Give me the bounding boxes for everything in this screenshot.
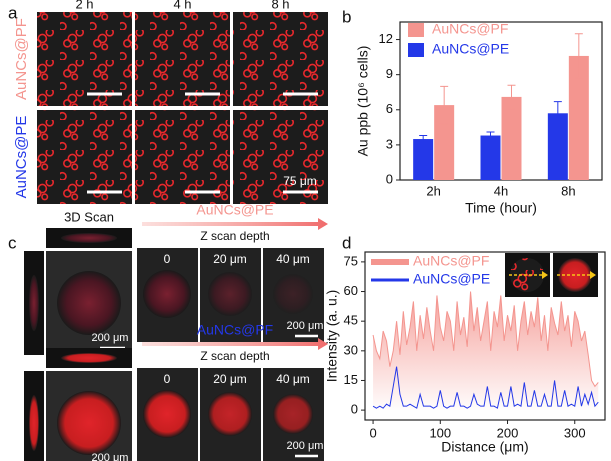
bar bbox=[568, 55, 589, 180]
legend-swatch bbox=[408, 43, 424, 57]
depth-label: 0 bbox=[164, 252, 171, 266]
y-tick-label: 60 bbox=[344, 283, 358, 298]
row-label: AuNCs@PF bbox=[13, 18, 30, 100]
error-bar bbox=[419, 135, 428, 144]
depth-signal bbox=[143, 390, 191, 438]
bar bbox=[501, 96, 522, 180]
scale-bar-label: 200 μm bbox=[92, 452, 129, 461]
legend-label: AuNCs@PE bbox=[413, 271, 490, 287]
bar bbox=[413, 139, 434, 180]
y-tick-label: 9 bbox=[386, 66, 393, 81]
depth-signal bbox=[273, 274, 313, 314]
yz-signal bbox=[29, 395, 39, 451]
xy-signal bbox=[57, 271, 121, 335]
error-bar bbox=[553, 101, 562, 126]
sample-label: AuNCs@PE bbox=[196, 202, 273, 218]
axis-label: Z scan depth bbox=[200, 229, 269, 243]
error-bar bbox=[486, 131, 495, 140]
y-axis-label: Intensity (a. u.) bbox=[324, 290, 340, 383]
micrograph bbox=[233, 110, 328, 204]
axis-label: Z scan depth bbox=[200, 349, 269, 363]
depth-label: 40 μm bbox=[276, 252, 310, 266]
scale-bar-label: 200 μm bbox=[287, 320, 324, 332]
x-tick-label: 0 bbox=[369, 425, 376, 440]
y-tick-label: 0 bbox=[386, 171, 393, 186]
panel-label: d bbox=[342, 233, 351, 252]
error-bar bbox=[440, 85, 449, 125]
plot-frame bbox=[364, 251, 606, 421]
bar bbox=[434, 105, 455, 180]
legend-label: AuNCs@PF bbox=[413, 253, 489, 269]
scale-bar-label: 200 μm bbox=[92, 332, 129, 344]
sample-label: AuNCs@PF bbox=[197, 322, 273, 338]
micrograph bbox=[135, 110, 230, 204]
y-tick-label: 0 bbox=[351, 402, 358, 417]
micrograph bbox=[37, 110, 132, 204]
panel-label: c bbox=[8, 233, 17, 252]
y-tick-label: 12 bbox=[379, 31, 393, 46]
legend-label: AuNCs@PF bbox=[432, 21, 508, 37]
error-bar bbox=[574, 33, 583, 79]
depth-label: 20 μm bbox=[213, 372, 247, 386]
depth-label: 20 μm bbox=[213, 252, 247, 266]
x-tick-label: 100 bbox=[429, 425, 451, 440]
inset-arrowhead bbox=[590, 271, 596, 279]
bar bbox=[547, 113, 568, 180]
depth-signal bbox=[208, 392, 252, 436]
y-tick-label: 3 bbox=[386, 136, 393, 151]
depth-signal bbox=[143, 270, 191, 318]
micrograph bbox=[37, 12, 132, 106]
column-label: 2 h bbox=[75, 0, 93, 11]
bar bbox=[480, 135, 501, 180]
y-tick-label: 6 bbox=[386, 101, 393, 116]
arrow bbox=[142, 218, 328, 230]
scan-label: 3D Scan bbox=[64, 209, 114, 224]
micrograph bbox=[233, 12, 328, 106]
x-axis-label: Distance (μm) bbox=[441, 439, 528, 455]
depth-signal bbox=[208, 272, 252, 316]
xz-signal bbox=[61, 353, 117, 363]
depth-label: 0 bbox=[164, 372, 171, 386]
column-label: 4 h bbox=[173, 0, 191, 11]
micrograph bbox=[135, 12, 230, 106]
depth-signal bbox=[273, 394, 313, 434]
x-tick-label: 8h bbox=[561, 183, 575, 198]
x-tick-label: 4h bbox=[494, 183, 508, 198]
xz-signal bbox=[61, 233, 117, 243]
plot-frame bbox=[399, 21, 603, 181]
y-tick-label: 75 bbox=[344, 253, 358, 268]
panel-label: a bbox=[8, 3, 18, 22]
column-label: 8 h bbox=[271, 0, 289, 11]
arrow bbox=[142, 338, 328, 350]
line bbox=[372, 366, 599, 409]
x-tick-label: 200 bbox=[497, 425, 519, 440]
y-axis-label: Au ppb (10⁶ cells) bbox=[355, 46, 371, 157]
yz-signal bbox=[29, 275, 39, 331]
row-label: AuNCs@PE bbox=[13, 116, 30, 199]
error-bar bbox=[507, 84, 516, 110]
area bbox=[373, 291, 599, 411]
line bbox=[372, 291, 599, 388]
scale-bar-label: 200 μm bbox=[287, 440, 324, 452]
y-tick-label: 30 bbox=[344, 342, 358, 357]
y-tick-label: 15 bbox=[344, 372, 358, 387]
panel-label: b bbox=[342, 7, 351, 26]
x-tick-label: 2h bbox=[426, 183, 440, 198]
legend-swatch bbox=[408, 23, 424, 37]
depth-label: 40 μm bbox=[276, 372, 310, 386]
y-tick-label: 45 bbox=[344, 313, 358, 328]
inset-arrowhead bbox=[542, 271, 548, 279]
xy-signal bbox=[57, 391, 121, 455]
legend-label: AuNCs@PE bbox=[432, 41, 509, 57]
x-tick-label: 300 bbox=[564, 425, 586, 440]
x-axis-label: Time (hour) bbox=[465, 200, 537, 216]
scale-bar-label: 75 μm bbox=[283, 174, 317, 188]
